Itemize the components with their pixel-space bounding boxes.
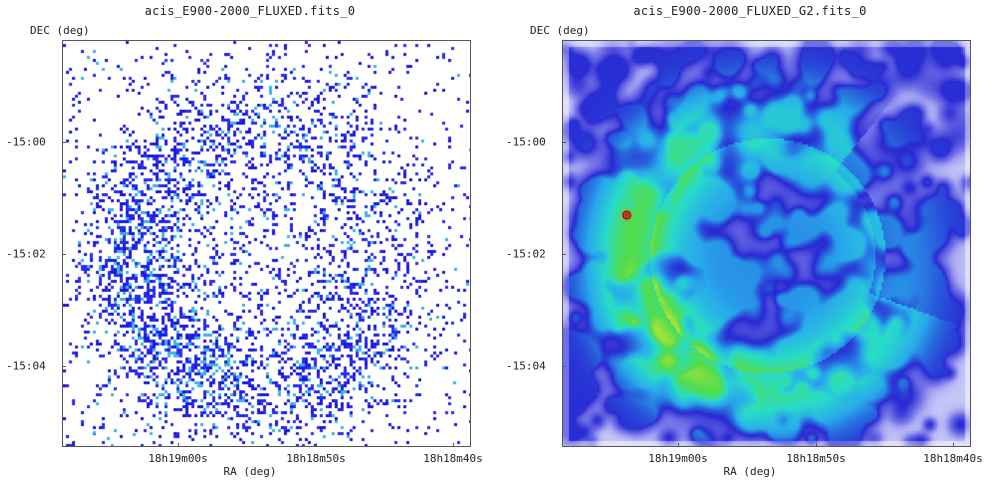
image-frame-right[interactable] [562, 40, 971, 447]
y-tick-label: -15:04 [506, 359, 546, 373]
x-tick-label: 18h19m00s [148, 452, 208, 465]
y-tick [62, 366, 66, 367]
x-tick [678, 443, 679, 447]
smoothed-image [563, 41, 970, 446]
y-axis-label: DEC (deg) [530, 24, 590, 37]
x-tick [178, 443, 179, 447]
image-frame-left[interactable] [62, 40, 471, 447]
y-tick [62, 142, 66, 143]
y-tick [562, 142, 566, 143]
y-tick [562, 366, 566, 367]
x-tick-label: 18h18m40s [923, 452, 983, 465]
y-tick-label: -15:00 [6, 135, 46, 149]
x-tick-label: 18h18m50s [786, 452, 846, 465]
panel-title: acis_E900-2000_FLUXED.fits_0 [144, 4, 356, 18]
raw-counts-image [63, 41, 470, 446]
y-tick-label: -15:02 [506, 247, 546, 261]
x-axis-label: RA (deg) [723, 465, 777, 478]
x-tick-label: 18h19m00s [648, 452, 708, 465]
image-panel-left: acis_E900-2000_FLUXED.fits_0 DEC (deg) -… [6, 4, 483, 478]
x-tick [316, 443, 317, 447]
y-tick [62, 254, 66, 255]
x-tick [953, 443, 954, 447]
y-tick-label: -15:02 [6, 247, 46, 261]
x-tick [453, 443, 454, 447]
x-tick-label: 18h18m50s [286, 452, 346, 465]
y-tick-label: -15:00 [506, 135, 546, 149]
y-tick-label: -15:04 [6, 359, 46, 373]
x-tick [816, 443, 817, 447]
image-panel-right: acis_E900-2000_FLUXED_G2.fits_0 DEC (deg… [500, 0, 1000, 485]
y-axis-label: DEC (deg) [30, 24, 90, 37]
panel-title: acis_E900-2000_FLUXED_G2.fits_0 [633, 4, 867, 18]
x-axis-label: RA (deg) [223, 465, 277, 478]
y-tick [562, 254, 566, 255]
x-tick-label: 18h18m40s [423, 452, 483, 465]
